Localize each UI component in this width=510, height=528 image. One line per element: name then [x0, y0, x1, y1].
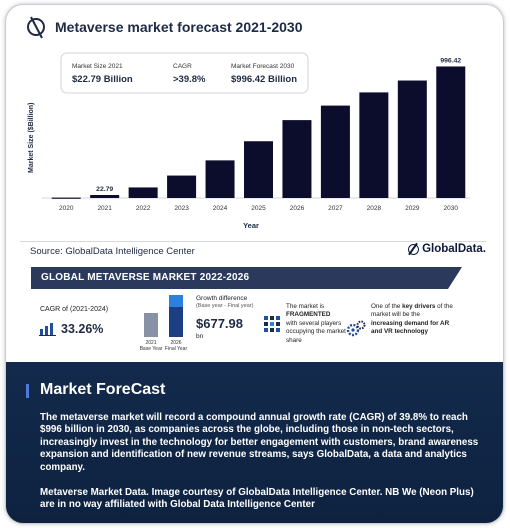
- final-year-bar-top: [169, 295, 183, 307]
- growth-value: $677.98: [196, 316, 243, 331]
- bar-2023: [167, 175, 197, 198]
- drivers-bold-1: key drivers: [402, 303, 436, 310]
- fragmented-pre: The market is: [286, 303, 325, 310]
- base-year-label-text: Base Year: [140, 346, 163, 352]
- summary-box: Market Size 2021 $22.79 Billion CAGR >39…: [60, 52, 309, 94]
- forecast-title: Market ForeCast: [40, 381, 166, 398]
- cagr-value: >39.8%: [173, 74, 206, 85]
- bar-2030: [436, 66, 466, 198]
- metaverse-logo-icon: [27, 16, 45, 39]
- infographic-banner: GLOBAL METAVERSE MARKET 2022-2026: [31, 267, 448, 289]
- title-accent: [26, 384, 29, 398]
- x-tick-2027: 2027: [328, 205, 343, 212]
- bar-2025: [244, 141, 273, 198]
- bar-2029: [397, 80, 427, 198]
- x-tick-2020: 2020: [59, 205, 74, 212]
- globaldata-logo-text: GlobalData.: [422, 243, 486, 255]
- growth-title: Growth difference: [196, 295, 248, 302]
- final-year-bar: [169, 299, 183, 337]
- forecast-body: The metaverse market will record a compo…: [40, 412, 479, 473]
- x-tick-2022: 2022: [136, 205, 151, 212]
- infographic-title: GLOBAL METAVERSE MARKET 2022-2026: [41, 272, 250, 283]
- fragmented-note: The market is FRAGMENTED with several pl…: [286, 303, 358, 345]
- infographic-cagr-label: CAGR of (2021-2024): [40, 306, 109, 313]
- x-tick-2030: 2030: [444, 205, 459, 212]
- drivers-pre: One of the: [371, 303, 401, 310]
- x-tick-2023: 2023: [174, 205, 189, 212]
- x-tick-2021: 2021: [97, 205, 112, 212]
- fragmented-post: with several players occupying the marke…: [286, 319, 346, 344]
- drivers-mid: of the market will be the: [371, 303, 453, 319]
- infographic-cagr-value: 33.26%: [61, 322, 104, 336]
- bar-2021: [90, 194, 120, 198]
- card: Metaverse market forecast 2021-2030 Mark…: [5, 4, 504, 524]
- base-year-bar: [144, 313, 158, 337]
- forecast-value: $996.42 Billion: [231, 74, 297, 85]
- data-label-2030: 996.42: [440, 57, 461, 64]
- base-year-label-year: 2021: [145, 340, 156, 346]
- final-year-label-year: 2026: [170, 340, 181, 346]
- chart: Metaverse market forecast 2021-2030 Mark…: [27, 16, 470, 230]
- bar-2024: [205, 160, 235, 198]
- bar-2022: [128, 187, 158, 198]
- drivers-bold-2: increasing demand for AR and VR technolo…: [371, 319, 450, 336]
- chart-title: Metaverse market forecast 2021-2030: [55, 19, 303, 35]
- fragment-grid-icon: [264, 316, 280, 332]
- drivers-note: One of the key drivers of the market wil…: [371, 303, 453, 337]
- bar-series: 2020 2021 22.79 2022 2023 2024 2025 2026 2027 202…: [51, 57, 466, 212]
- banner-edge: [448, 267, 462, 289]
- forecast-label: Market Forecast 2030: [231, 63, 295, 70]
- x-tick-2024: 2024: [213, 205, 228, 212]
- bar-2020: [51, 197, 81, 199]
- globaldata-logo: GlobalData.: [408, 243, 486, 255]
- growth-unit: bn: [196, 333, 204, 340]
- bar-2028: [359, 92, 389, 198]
- growth-mini-chart: 2021 Base Year 2026 Final Year: [140, 295, 188, 352]
- data-label-2021: 22.79: [96, 186, 113, 193]
- bar-chart-icon: [39, 323, 56, 336]
- x-tick-2029: 2029: [405, 205, 420, 212]
- final-year-label-text: Final Year: [165, 346, 188, 352]
- bar-2026: [282, 120, 312, 198]
- market-size-label: Market Size 2021: [72, 63, 123, 70]
- y-axis-label: Market Size ($Billion): [28, 103, 35, 173]
- source-text: Source: GlobalData Intelligence Center: [30, 246, 195, 257]
- cagr-label: CAGR: [173, 63, 192, 70]
- x-tick-2028: 2028: [367, 205, 382, 212]
- source-row: Source: GlobalData Intelligence Center G…: [20, 241, 486, 260]
- gears-icon: [346, 320, 366, 337]
- x-axis-label: Year: [243, 221, 259, 230]
- globaldata-logo-icon: [408, 243, 420, 255]
- forecast-footer: Metaverse Market Data. Image courtesy of…: [40, 487, 474, 511]
- market-size-value: $22.79 Billion: [72, 74, 133, 85]
- x-tick-2025: 2025: [251, 205, 266, 212]
- bar-2027: [320, 105, 350, 198]
- x-tick-2026: 2026: [290, 205, 305, 212]
- forecast-panel: Market ForeCast The metaverse market wil…: [6, 362, 503, 523]
- fragmented-bold: FRAGMENTED: [286, 311, 331, 319]
- growth-subtitle: (Base year - Final year): [196, 303, 254, 309]
